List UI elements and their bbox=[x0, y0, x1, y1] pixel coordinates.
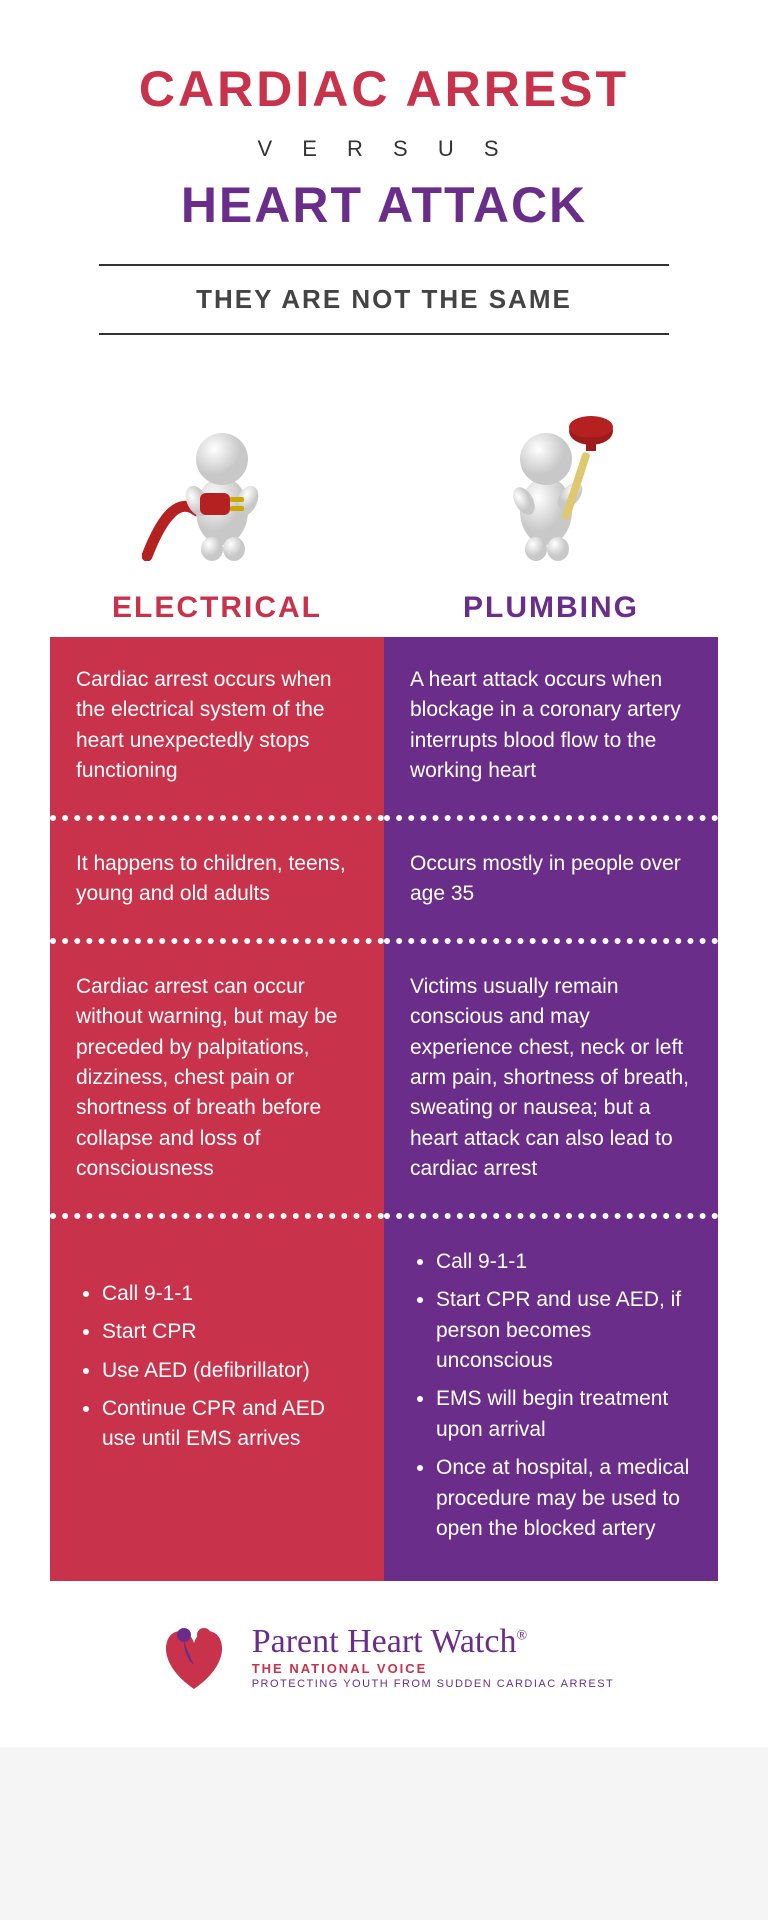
left-block-1: Cardiac arrest occurs when the electrica… bbox=[50, 637, 384, 821]
footer-tagline: PROTECTING YOUTH FROM SUDDEN CARDIAC ARR… bbox=[252, 1678, 615, 1690]
divider-bottom bbox=[99, 333, 669, 335]
infographic-container: CARDIAC ARREST V E R S U S HEART ATTACK … bbox=[0, 0, 768, 1747]
electrical-steps-list: Call 9-1-1 Start CPR Use AED (defibrilla… bbox=[76, 1279, 358, 1455]
list-item: EMS will begin treatment upon arrival bbox=[436, 1384, 692, 1445]
list-item: Call 9-1-1 bbox=[436, 1247, 692, 1277]
footer-subtitle: THE NATIONAL VOICE bbox=[252, 1661, 615, 1676]
electrical-header: ELECTRICAL bbox=[50, 591, 384, 625]
registered-icon: ® bbox=[516, 1629, 527, 1644]
divider-top bbox=[99, 264, 669, 266]
electrical-figure bbox=[50, 391, 384, 571]
right-block-1: A heart attack occurs when blockage in a… bbox=[384, 637, 718, 821]
list-item: Start CPR bbox=[102, 1317, 358, 1347]
footer: Parent Heart Watch® THE NATIONAL VOICE P… bbox=[50, 1581, 718, 1707]
heart-logo-icon bbox=[154, 1617, 234, 1697]
right-block-3: Victims usually remain conscious and may… bbox=[384, 944, 718, 1219]
column-headers: ELECTRICAL PLUMBING bbox=[50, 591, 718, 625]
title-cardiac-arrest: CARDIAC ARREST bbox=[139, 60, 629, 118]
row-3: Cardiac arrest can occur without warning… bbox=[50, 944, 718, 1219]
left-block-3: Cardiac arrest can occur without warning… bbox=[50, 944, 384, 1219]
list-item: Use AED (defibrillator) bbox=[102, 1356, 358, 1386]
icons-row bbox=[50, 391, 718, 571]
footer-title: Parent Heart Watch® bbox=[252, 1623, 615, 1661]
subtitle: THEY ARE NOT THE SAME bbox=[196, 272, 572, 327]
left-list-block: Call 9-1-1 Start CPR Use AED (defibrilla… bbox=[50, 1219, 384, 1581]
plumbing-figure bbox=[384, 391, 718, 571]
right-list-block: Call 9-1-1 Start CPR and use AED, if per… bbox=[384, 1219, 718, 1581]
plumbing-steps-list: Call 9-1-1 Start CPR and use AED, if per… bbox=[410, 1247, 692, 1545]
title-heart-attack: HEART ATTACK bbox=[181, 176, 587, 234]
right-block-2: Occurs mostly in people over age 35 bbox=[384, 821, 718, 944]
row-4-lists: Call 9-1-1 Start CPR Use AED (defibrilla… bbox=[50, 1219, 718, 1581]
left-block-2: It happens to children, teens, young and… bbox=[50, 821, 384, 944]
list-item: Once at hospital, a medical procedure ma… bbox=[436, 1453, 692, 1544]
list-item: Call 9-1-1 bbox=[102, 1279, 358, 1309]
list-item: Continue CPR and AED use until EMS arriv… bbox=[102, 1394, 358, 1455]
row-2: It happens to children, teens, young and… bbox=[50, 821, 718, 944]
plumbing-header: PLUMBING bbox=[384, 591, 718, 625]
versus-label: V E R S U S bbox=[257, 136, 510, 162]
footer-text: Parent Heart Watch® THE NATIONAL VOICE P… bbox=[252, 1623, 615, 1690]
list-item: Start CPR and use AED, if person becomes… bbox=[436, 1285, 692, 1376]
row-1: Cardiac arrest occurs when the electrica… bbox=[50, 637, 718, 821]
